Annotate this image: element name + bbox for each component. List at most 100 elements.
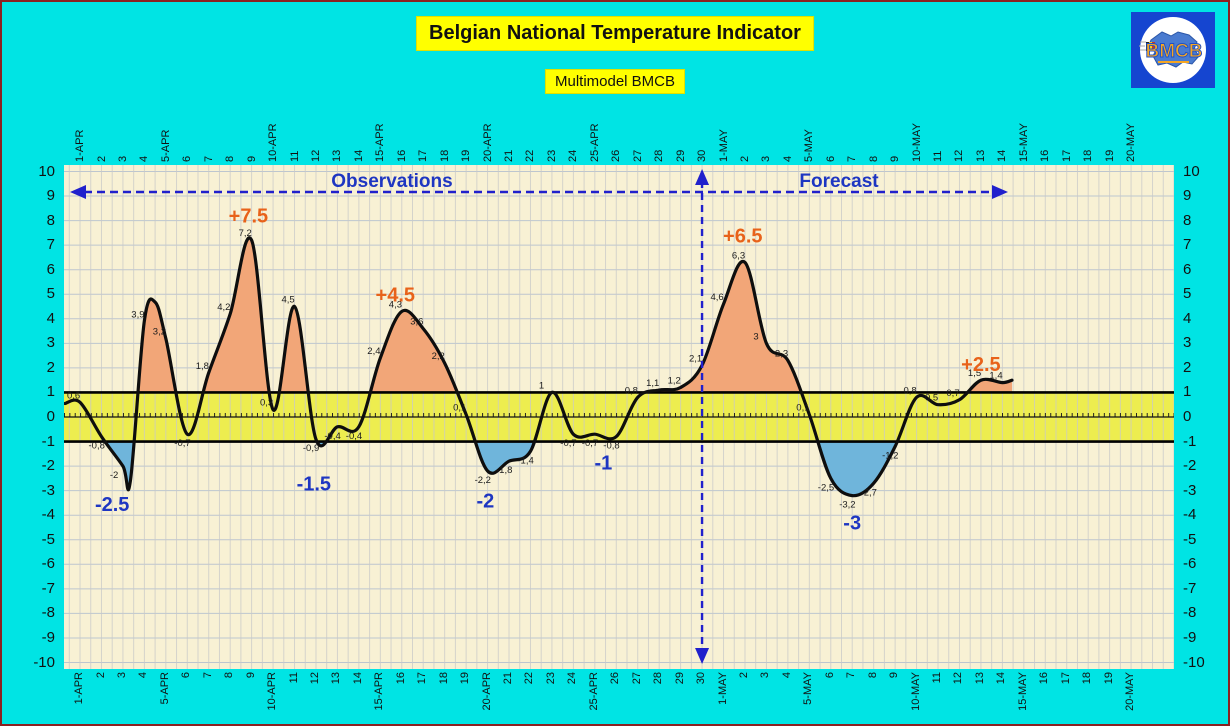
x-tick-label-bottom: 10-MAY	[909, 672, 922, 711]
point-label: -1,8	[496, 465, 512, 476]
x-tick-label-bottom: 17	[416, 672, 429, 685]
observations-label: Observations	[331, 171, 452, 192]
x-tick-label-top: 5-MAY	[803, 129, 816, 162]
x-tick-label-top: 26	[610, 149, 623, 162]
y-tick-label-left: 3	[46, 334, 55, 352]
x-tick-label-top: 3	[760, 155, 773, 162]
point-label: 0,8	[904, 385, 917, 396]
x-tick-label-bottom: 4	[137, 672, 150, 679]
y-tick-label-right: 6	[1183, 260, 1192, 278]
y-tick-label-left: -4	[41, 506, 55, 524]
x-tick-label-bottom: 5-MAY	[802, 672, 815, 705]
x-tick-label-top: 11	[932, 150, 944, 162]
x-tick-label-bottom: 2	[737, 672, 750, 679]
x-tick-label-top: 29	[674, 149, 687, 162]
x-tick-label-top: 3	[116, 155, 129, 162]
point-label: 3	[753, 331, 758, 342]
point-label: 0,5	[925, 393, 938, 404]
x-tick-label-bottom: 16	[1038, 672, 1051, 685]
bmcb-logo-text: BMCB	[1146, 41, 1203, 62]
y-tick-label-left: 0	[46, 408, 55, 425]
x-tick-label-top: 2	[738, 155, 751, 162]
x-tick-label-top: 4	[781, 155, 794, 162]
x-tick-label-bottom: 7	[201, 672, 214, 679]
point-label: -1,2	[882, 451, 898, 462]
y-tick-label-left: 4	[46, 309, 55, 327]
point-label: -0,7	[560, 438, 576, 449]
x-tick-label-bottom: 15-APR	[373, 672, 386, 711]
point-label: 0,1	[796, 403, 809, 414]
y-tick-label-right: -8	[1183, 604, 1197, 622]
x-tick-label-top: 13	[331, 149, 344, 162]
x-axis-top: 1-APR 2 3 4 5-APR 6 7 8 9 10-APR 11 12 13 14 15-APR 16 1…	[64, 102, 1194, 163]
x-tick-label-bottom: 29	[673, 672, 686, 685]
point-label: -0,7	[582, 438, 598, 449]
logo-scribble-lines	[1139, 41, 1146, 51]
x-tick-label-top: 19	[1103, 149, 1116, 162]
x-tick-label-bottom: 25-APR	[587, 672, 600, 711]
point-label: -2	[110, 470, 118, 481]
y-tick-label-right: -3	[1183, 481, 1197, 499]
arrowhead-up	[695, 169, 710, 185]
x-tick-label-top: 24	[567, 149, 580, 162]
y-tick-label-left: 5	[46, 285, 55, 303]
extreme-annotation: +7.5	[229, 206, 268, 228]
extreme-annotation: +6.5	[723, 225, 762, 247]
y-tick-label-right: 10	[1183, 162, 1200, 180]
belgium-map-icon	[1148, 31, 1200, 68]
x-tick-label-top: 25-APR	[588, 123, 601, 162]
extreme-annotation: -2.5	[95, 494, 129, 516]
point-label: 4,3	[389, 299, 402, 310]
x-tick-label-bottom: 13	[973, 672, 986, 685]
x-tick-label-top: 23	[545, 149, 558, 162]
point-label: 0,8	[625, 385, 638, 396]
x-tick-label-bottom: 1-APR	[73, 672, 85, 705]
x-tick-label-top: 6	[824, 155, 837, 162]
point-label: -2,5	[818, 482, 834, 493]
x-tick-label-top: 19	[460, 149, 473, 162]
x-tick-label-bottom: 2	[94, 672, 107, 679]
y-tick-label-right: -10	[1183, 653, 1205, 671]
x-tick-label-top: 14	[352, 149, 365, 162]
x-tick-label-top: 18	[438, 149, 451, 162]
y-tick-label-left: 6	[46, 260, 55, 278]
point-label: 4,6	[711, 292, 724, 303]
x-tick-label-bottom: 17	[1059, 672, 1072, 685]
x-tick-label-top: 17	[417, 149, 430, 162]
x-tick-label-bottom: 5-APR	[158, 672, 171, 705]
y-tick-label-left: 2	[46, 358, 55, 376]
point-label: -1,4	[517, 455, 533, 466]
point-label: 7,2	[239, 228, 252, 239]
y-tick-label-right: -9	[1183, 629, 1197, 646]
point-label: 4,5	[282, 295, 295, 306]
x-tick-label-top: 15-APR	[374, 123, 387, 162]
x-tick-label-bottom: 21	[502, 672, 514, 685]
point-label: 2,2	[432, 351, 445, 362]
x-tick-label-bottom: 11	[931, 672, 943, 684]
y-tick-label-right: -6	[1183, 555, 1197, 573]
x-tick-label-bottom: 27	[630, 672, 643, 685]
x-tick-label-bottom: 6	[180, 672, 193, 679]
x-tick-label-bottom: 16	[394, 672, 407, 685]
y-tick-label-right: 7	[1183, 236, 1192, 254]
point-label: 2,3	[775, 349, 788, 360]
x-tick-label-top: 10-MAY	[910, 123, 923, 162]
point-label: -0,7	[174, 438, 190, 449]
temperature-curve	[63, 236, 1014, 498]
x-tick-label-bottom: 8	[866, 672, 879, 679]
point-label: -2,2	[475, 475, 491, 486]
x-tick-label-bottom: 23	[544, 672, 557, 685]
period-arrows	[70, 169, 1008, 664]
x-tick-label-bottom: 18	[1081, 672, 1094, 685]
point-label: 0,7	[946, 388, 959, 399]
x-tick-label-bottom: 1-MAY	[716, 672, 729, 705]
x-tick-label-top: 11	[288, 150, 301, 162]
y-tick-label-right: 2	[1183, 358, 1192, 376]
point-label: -0,8	[89, 441, 105, 452]
x-tick-label-bottom: 18	[437, 672, 450, 685]
arrowhead-down	[695, 648, 710, 664]
extreme-annotation: -2	[477, 491, 495, 513]
x-tick-label-top: 28	[653, 149, 666, 162]
y-tick-label-right: 3	[1183, 334, 1192, 352]
x-tick-label-top: 8	[867, 155, 880, 162]
